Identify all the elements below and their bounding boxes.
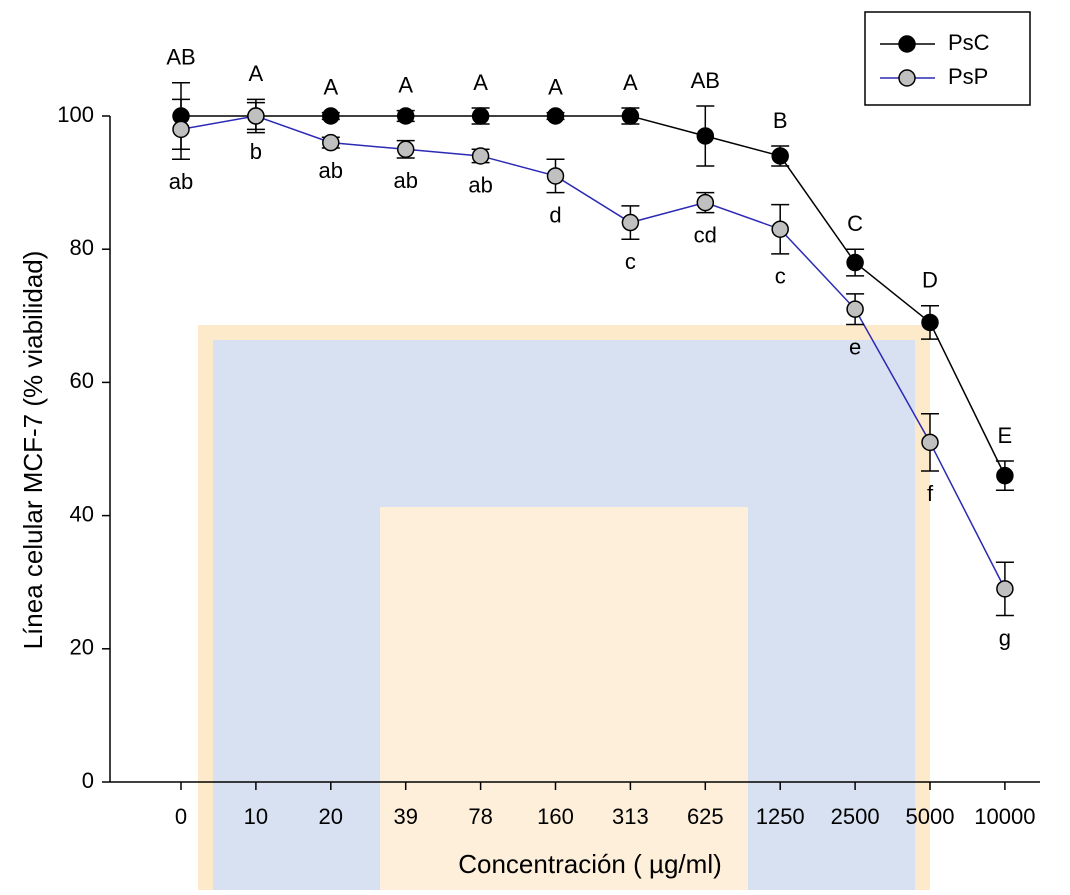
significance-letter: A — [548, 74, 563, 99]
significance-letter: ab — [319, 158, 343, 183]
marker — [697, 128, 713, 144]
legend-marker — [899, 36, 915, 52]
watermark-panel — [380, 507, 748, 890]
legend-label: PsC — [948, 30, 990, 55]
x-tick-label: 10000 — [974, 804, 1035, 829]
significance-letter: A — [623, 70, 638, 95]
significance-letter: ab — [468, 172, 492, 197]
significance-letter: c — [625, 249, 636, 274]
significance-letter: ab — [169, 169, 193, 194]
y-tick-label: 100 — [57, 102, 94, 127]
significance-letter: E — [998, 423, 1013, 448]
significance-letter: A — [323, 74, 338, 99]
x-tick-label: 39 — [393, 804, 417, 829]
significance-letter: d — [549, 202, 561, 227]
significance-letter: B — [773, 108, 788, 133]
marker — [323, 108, 339, 124]
x-tick-label: 2500 — [831, 804, 880, 829]
significance-letter: C — [847, 211, 863, 236]
marker — [847, 301, 863, 317]
y-tick-label: 20 — [70, 635, 94, 660]
y-tick-label: 0 — [82, 768, 94, 793]
y-axis-title: Línea celular MCF-7 (% viabilidad) — [18, 251, 48, 650]
marker — [398, 141, 414, 157]
legend-marker — [899, 70, 915, 86]
marker — [473, 148, 489, 164]
marker — [622, 215, 638, 231]
marker — [473, 108, 489, 124]
marker — [772, 148, 788, 164]
significance-letter: A — [473, 70, 488, 95]
significance-letter: AB — [166, 45, 195, 70]
x-tick-label: 10 — [244, 804, 268, 829]
significance-letter: ab — [393, 168, 417, 193]
x-tick-label: 0 — [175, 804, 187, 829]
significance-letter: A — [398, 72, 413, 97]
marker — [398, 108, 414, 124]
significance-letter: e — [849, 334, 861, 359]
marker — [697, 195, 713, 211]
marker — [548, 108, 564, 124]
marker — [997, 581, 1013, 597]
marker — [997, 468, 1013, 484]
marker — [622, 108, 638, 124]
x-tick-label: 5000 — [906, 804, 955, 829]
marker — [323, 135, 339, 151]
chart: Línea celular MCF-7 (% viabilidad) Conce… — [0, 0, 1070, 890]
marker — [548, 168, 564, 184]
significance-letter: cd — [694, 222, 717, 247]
significance-letter: c — [775, 264, 786, 289]
legend-box — [865, 12, 1030, 105]
x-tick-label: 313 — [612, 804, 649, 829]
y-tick-label: 80 — [70, 235, 94, 260]
legend-label: PsP — [948, 64, 988, 89]
marker — [772, 221, 788, 237]
x-tick-label: 78 — [468, 804, 492, 829]
significance-letter: b — [250, 139, 262, 164]
significance-letter: D — [922, 268, 938, 293]
marker — [922, 434, 938, 450]
x-tick-label: 20 — [319, 804, 343, 829]
marker — [248, 108, 264, 124]
significance-letter: AB — [691, 68, 720, 93]
x-tick-label: 1250 — [756, 804, 805, 829]
marker — [847, 255, 863, 271]
marker — [173, 121, 189, 137]
marker — [922, 314, 938, 330]
x-tick-label: 160 — [537, 804, 574, 829]
y-tick-label: 60 — [70, 368, 94, 393]
x-axis-title: Concentración ( µg/ml) — [458, 849, 722, 879]
significance-letter: g — [999, 625, 1011, 650]
x-tick-label: 625 — [687, 804, 724, 829]
significance-letter: f — [927, 481, 934, 506]
significance-letter: A — [249, 61, 264, 86]
y-tick-label: 40 — [70, 501, 94, 526]
